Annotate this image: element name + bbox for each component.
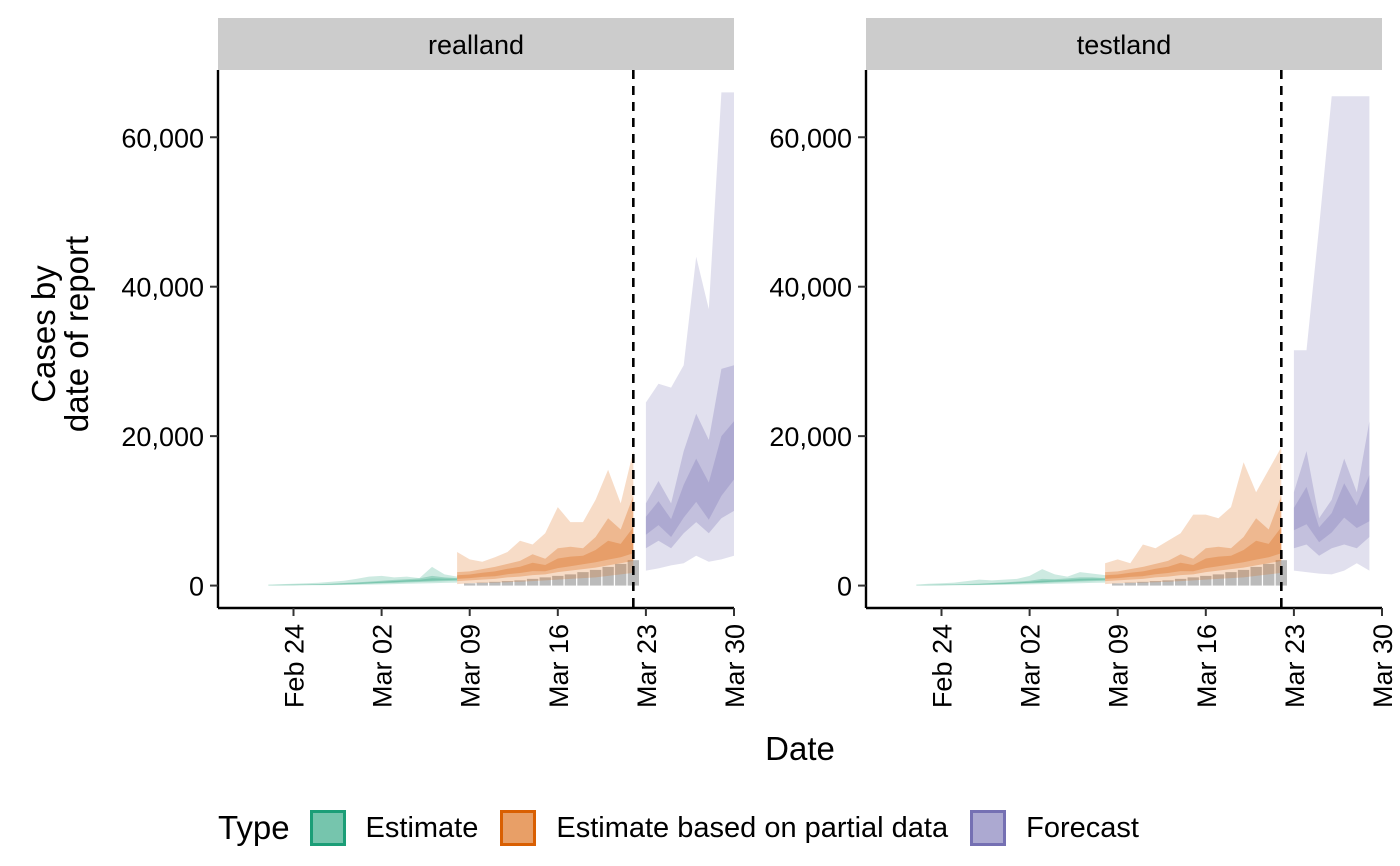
forecast-ribbon-inner-testland xyxy=(1293,475,1370,543)
y-tick-label: 0 xyxy=(837,572,852,602)
legend-item-estimate: Estimate xyxy=(309,810,479,846)
y-tick-label: 40,000 xyxy=(769,273,852,303)
estimate-ribbon-50-testland xyxy=(916,577,1106,586)
reported-bar xyxy=(464,583,476,586)
chart: realland 0 20,000 40,000 60,000 Feb 24 Mar 02 M… xyxy=(25,18,1398,767)
reported-bar xyxy=(539,577,551,586)
reported-bar xyxy=(1124,582,1136,586)
reported-bar xyxy=(1162,580,1174,586)
reported-bar xyxy=(501,581,514,586)
estimate-ribbon-inner-realland xyxy=(268,578,458,586)
y-tick-label: 40,000 xyxy=(121,273,204,303)
partial-ribbon-inner-realland xyxy=(457,527,634,579)
reported-bar xyxy=(577,572,589,586)
x-tick-label: Mar 30 xyxy=(720,624,750,708)
x-tick-label: Mar 16 xyxy=(1192,624,1222,708)
partial-ribbon-90-testland xyxy=(1105,447,1282,585)
y-tick-label: 20,000 xyxy=(121,422,204,452)
reported-bar xyxy=(1212,574,1225,586)
legend-key-forecast xyxy=(970,810,1007,846)
reported-bar xyxy=(552,575,564,586)
legend-key-estimate xyxy=(309,810,346,846)
legend-title: Type xyxy=(218,809,290,846)
legend-label-estimate: Estimate xyxy=(365,811,479,844)
y-axis-title-line-1: Cases by xyxy=(25,265,62,403)
x-tick-label: Feb 24 xyxy=(928,624,958,708)
reported-bar xyxy=(602,566,614,586)
panel-title-testland: testland xyxy=(1077,30,1172,60)
x-tick-label: Mar 09 xyxy=(456,624,486,708)
x-tick-label: Feb 24 xyxy=(280,624,310,708)
reported-bar xyxy=(1112,583,1124,586)
y-tick-label: 0 xyxy=(189,572,204,602)
estimate-ribbon-50-realland xyxy=(268,575,458,586)
x-tick-label: Mar 02 xyxy=(368,624,398,708)
reported-bar xyxy=(514,580,526,586)
reported-bar xyxy=(1174,578,1187,586)
reported-bar xyxy=(1263,563,1275,586)
forecast-ribbon-50-testland xyxy=(1293,421,1370,556)
forecast-ribbon-50-realland xyxy=(645,365,734,549)
reported-bar xyxy=(589,569,602,586)
reported-bar xyxy=(1250,566,1262,586)
forecast-ribbon-90-realland xyxy=(645,92,734,571)
reported-bar xyxy=(1225,572,1237,586)
y-tick-label: 20,000 xyxy=(769,422,852,452)
estimate-ribbon-90-realland xyxy=(268,566,458,586)
legend: Type Estimate Estimate based on partial … xyxy=(218,800,1161,856)
reported-bar xyxy=(564,574,577,586)
panel-title-realland: realland xyxy=(428,30,524,60)
legend-key-partial xyxy=(500,810,537,846)
reported-bar xyxy=(526,578,539,586)
x-tick-label: Mar 23 xyxy=(1280,624,1310,708)
y-axis-title-line-2: date of report xyxy=(58,236,95,432)
estimate-ribbon-inner-testland xyxy=(916,578,1106,586)
forecast-ribbon-90-testland xyxy=(1293,96,1370,575)
x-axis-title: Date xyxy=(765,730,835,767)
y-tick-label: 60,000 xyxy=(121,123,204,153)
partial-ribbon-50-realland xyxy=(457,495,634,582)
x-tick-label: Mar 09 xyxy=(1104,624,1134,708)
reported-bar xyxy=(615,563,627,586)
panel-strip-testland xyxy=(866,18,1382,70)
legend-item-partial: Estimate based on partial data xyxy=(500,810,948,846)
estimate-ribbon-90-testland xyxy=(916,569,1106,586)
reported-bar xyxy=(1237,569,1250,586)
reported-bar xyxy=(1149,581,1162,586)
panel-testland: testland 0 20,000 40,000 60,000 Feb 24 Mar 02 M… xyxy=(769,18,1398,708)
legend-label-forecast: Forecast xyxy=(1026,811,1139,844)
panel-strip-realland xyxy=(218,18,734,70)
partial-ribbon-90-realland xyxy=(457,451,634,585)
reported-bar xyxy=(1187,577,1199,586)
reported-bar xyxy=(476,582,488,586)
forecast-ribbon-inner-realland xyxy=(645,421,734,537)
x-tick-label: Mar 23 xyxy=(632,624,662,708)
partial-ribbon-50-testland xyxy=(1105,495,1282,582)
reported-bar xyxy=(1137,581,1149,586)
x-tick-label: Mar 30 xyxy=(1368,624,1398,708)
reported-bar xyxy=(1200,575,1212,586)
x-tick-label: Mar 16 xyxy=(544,624,574,708)
legend-item-forecast: Forecast xyxy=(970,810,1139,846)
panel-realland: realland 0 20,000 40,000 60,000 Feb 24 Mar 02 M… xyxy=(121,18,750,708)
y-tick-label: 60,000 xyxy=(769,123,852,153)
partial-ribbon-inner-testland xyxy=(1105,527,1282,579)
legend-label-partial: Estimate based on partial data xyxy=(556,811,949,844)
reported-bar xyxy=(489,581,501,586)
x-tick-label: Mar 02 xyxy=(1016,624,1046,708)
